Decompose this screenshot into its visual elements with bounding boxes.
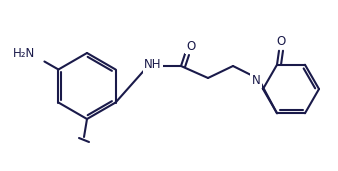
- Text: O: O: [186, 40, 196, 52]
- Text: NH: NH: [144, 58, 162, 71]
- Text: N: N: [251, 74, 260, 87]
- Text: H₂N: H₂N: [13, 47, 35, 60]
- Text: O: O: [276, 35, 286, 48]
